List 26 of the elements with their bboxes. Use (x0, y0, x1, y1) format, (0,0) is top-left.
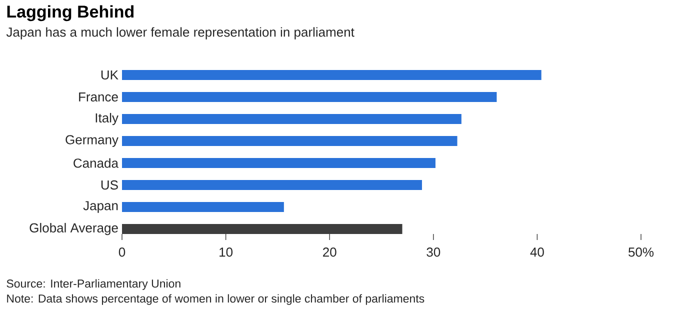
y-tick-label: Italy (96, 112, 118, 126)
y-tick-label: US (101, 180, 118, 190)
y-tick-label: Canada (74, 158, 118, 168)
bar (122, 180, 422, 190)
y-tick-label: France (79, 92, 118, 102)
bar (122, 224, 402, 234)
bar (122, 202, 284, 212)
chart-title: Lagging Behind (7, 5, 134, 22)
y-tick-label: Japan (83, 201, 118, 213)
bar (122, 92, 497, 102)
y-tick-label: UK (101, 70, 118, 80)
x-tick-label: 50% (628, 248, 654, 257)
x-tick-label: 40 (530, 248, 544, 257)
x-tick-label: 30 (426, 248, 440, 257)
y-tick-label: Germany (66, 135, 118, 147)
chart-subtitle: Japan has a much lower female representation in parliament (6, 27, 354, 40)
x-tick-label: 20 (323, 248, 336, 257)
bar (122, 158, 436, 168)
bar (122, 70, 542, 80)
bar (122, 114, 462, 124)
bar (122, 136, 458, 146)
source-note: Source: Inter-Parliamentary Union (6, 279, 180, 290)
x-tick-label: 0 (118, 248, 126, 257)
x-tick-label: 10 (220, 248, 233, 257)
text: Note: Data shows percentage of women in lower or single chamber of parliaments (7, 294, 424, 305)
y-tick-label: Global Average (30, 222, 118, 236)
